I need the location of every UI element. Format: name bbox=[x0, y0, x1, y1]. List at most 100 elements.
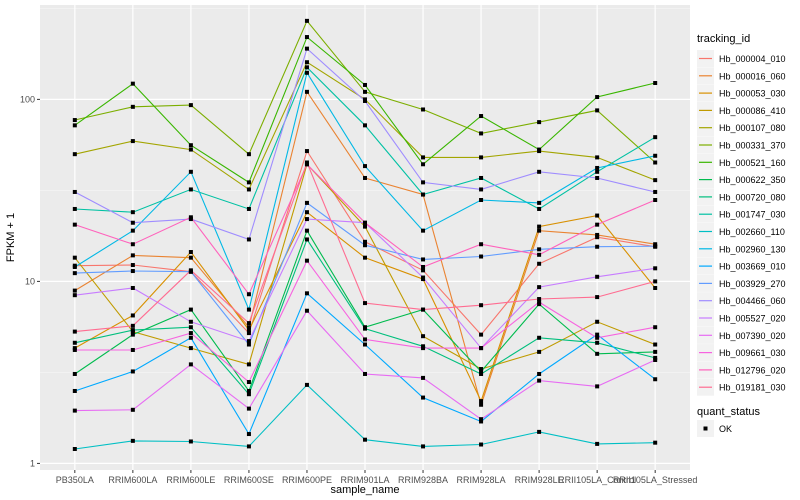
data-point-Hb_000086_410 bbox=[363, 224, 367, 229]
data-point-Hb_000053_030 bbox=[188, 250, 193, 255]
data-point-Hb_003929_270 bbox=[72, 271, 77, 276]
data-point-Hb_000016_060 bbox=[537, 228, 542, 233]
data-point-Hb_001747_030 bbox=[130, 210, 135, 215]
legend-label: Hb_000331_370 bbox=[719, 141, 786, 151]
data-point-Hb_000521_160 bbox=[188, 143, 193, 148]
data-point-Hb_019181_030 bbox=[363, 301, 367, 306]
data-point-Hb_000622_350 bbox=[595, 351, 600, 356]
data-point-Hb_012796_020 bbox=[188, 215, 193, 220]
data-point-Hb_007390_020 bbox=[421, 375, 426, 380]
data-point-Hb_007390_020 bbox=[72, 408, 77, 413]
data-point-Hb_000622_350 bbox=[130, 332, 135, 337]
legend-label: Hb_003669_010 bbox=[719, 262, 786, 272]
data-point-Hb_002960_130 bbox=[130, 228, 135, 233]
data-point-Hb_001747_030 bbox=[188, 187, 193, 192]
data-point-Hb_000016_060 bbox=[653, 242, 658, 247]
data-point-Hb_000086_410 bbox=[537, 349, 542, 354]
data-point-Hb_003929_270 bbox=[363, 243, 367, 248]
data-point-Hb_012796_020 bbox=[246, 292, 251, 297]
data-point-Hb_002660_110 bbox=[72, 446, 77, 451]
data-point-Hb_009661_030 bbox=[304, 258, 309, 263]
data-point-Hb_000086_410 bbox=[246, 362, 251, 367]
data-point-Hb_002660_110 bbox=[479, 442, 484, 447]
data-point-Hb_002660_110 bbox=[363, 437, 367, 442]
data-point-Hb_003669_010 bbox=[188, 335, 193, 340]
legend-label: Hb_000016_060 bbox=[719, 71, 786, 81]
data-point-Hb_000622_350 bbox=[246, 388, 251, 393]
legend-label: Hb_000521_160 bbox=[719, 158, 786, 168]
x-tick-label: RRIM600SE bbox=[224, 475, 274, 485]
data-point-Hb_002660_110 bbox=[246, 444, 251, 449]
data-point-Hb_005527_020 bbox=[72, 293, 77, 298]
data-point-Hb_005527_020 bbox=[246, 339, 251, 344]
data-point-Hb_000107_080 bbox=[653, 178, 658, 183]
data-point-Hb_000331_370 bbox=[595, 108, 600, 113]
y-axis: 1 10 100 bbox=[20, 94, 40, 468]
data-point-Hb_004466_060 bbox=[421, 180, 426, 185]
data-point-Hb_000053_030 bbox=[537, 224, 542, 229]
data-point-Hb_000521_160 bbox=[246, 180, 251, 185]
data-point-Hb_000622_350 bbox=[653, 349, 658, 354]
data-point-Hb_009661_030 bbox=[653, 325, 658, 330]
data-point-Hb_000521_160 bbox=[595, 95, 600, 100]
x-tick-label: RRIM600LE bbox=[166, 475, 215, 485]
data-point-Hb_003929_270 bbox=[421, 257, 426, 262]
data-point-Hb_000086_410 bbox=[72, 255, 77, 260]
color-legend: tracking_id Hb_000004_010 Hb_000016_060 Hb… bbox=[697, 33, 786, 396]
data-point-Hb_007390_020 bbox=[595, 384, 600, 389]
data-point-Hb_003669_010 bbox=[595, 332, 600, 337]
data-point-Hb_000720_080 bbox=[363, 326, 367, 331]
data-point-Hb_019181_030 bbox=[595, 295, 600, 300]
data-point-Hb_000720_080 bbox=[537, 335, 542, 340]
data-point-Hb_012796_020 bbox=[421, 264, 426, 269]
data-point-Hb_019181_030 bbox=[246, 321, 251, 326]
data-point-Hb_000331_370 bbox=[537, 120, 542, 125]
data-point-Hb_000521_160 bbox=[421, 162, 426, 167]
data-point-Hb_000086_410 bbox=[421, 334, 426, 339]
data-point-Hb_000331_370 bbox=[421, 107, 426, 112]
data-point-Hb_003669_010 bbox=[72, 388, 77, 393]
data-point-Hb_001747_030 bbox=[246, 206, 251, 211]
data-point-Hb_000521_160 bbox=[363, 82, 367, 87]
data-point-Hb_003929_270 bbox=[653, 244, 658, 249]
data-point-Hb_007390_020 bbox=[188, 362, 193, 367]
data-point-Hb_000086_410 bbox=[595, 319, 600, 324]
data-point-Hb_005527_020 bbox=[421, 275, 426, 280]
data-point-Hb_000622_350 bbox=[72, 371, 77, 376]
data-point-Hb_007390_020 bbox=[653, 357, 658, 362]
data-point-Hb_000016_060 bbox=[304, 89, 309, 94]
legend-label: Hb_003929_270 bbox=[719, 279, 786, 289]
data-point-Hb_002660_110 bbox=[537, 429, 542, 434]
data-point-Hb_000622_350 bbox=[188, 307, 193, 312]
data-point-Hb_002660_110 bbox=[130, 438, 135, 443]
data-point-Hb_000107_080 bbox=[72, 152, 77, 157]
legend-title: tracking_id bbox=[697, 33, 750, 45]
data-point-Hb_000521_160 bbox=[304, 35, 309, 40]
data-point-Hb_000016_060 bbox=[188, 255, 193, 260]
legend-label: Hb_007390_020 bbox=[719, 331, 786, 341]
data-point-Hb_003929_270 bbox=[595, 244, 600, 249]
y-tick-label: 100 bbox=[20, 94, 35, 104]
data-point-Hb_003929_270 bbox=[479, 254, 484, 259]
data-point-Hb_000107_080 bbox=[188, 147, 193, 152]
data-point-Hb_004466_060 bbox=[537, 169, 542, 174]
legend-label: Hb_001747_030 bbox=[719, 210, 786, 220]
data-point-Hb_004466_060 bbox=[130, 220, 135, 225]
x-tick-label: RRIM901LA bbox=[340, 475, 389, 485]
data-point-Hb_000086_410 bbox=[653, 342, 658, 347]
x-tick-label: RRIM928LE bbox=[515, 475, 564, 485]
legend-label: Hb_000622_350 bbox=[719, 175, 786, 185]
data-point-Hb_003669_010 bbox=[130, 369, 135, 374]
data-point-Hb_000521_160 bbox=[479, 114, 484, 119]
x-tick-label: RRIM928BA bbox=[398, 475, 448, 485]
series-points bbox=[72, 18, 658, 451]
data-point-Hb_000053_030 bbox=[653, 285, 658, 290]
data-point-Hb_001747_030 bbox=[653, 135, 658, 140]
data-point-Hb_000053_030 bbox=[363, 255, 367, 260]
data-point-Hb_000086_410 bbox=[188, 346, 193, 351]
data-point-Hb_000086_410 bbox=[479, 367, 484, 372]
data-point-Hb_002960_130 bbox=[72, 264, 77, 269]
x-axis-title: sample_name bbox=[330, 484, 399, 496]
legend-label: Hb_004466_060 bbox=[719, 296, 786, 306]
